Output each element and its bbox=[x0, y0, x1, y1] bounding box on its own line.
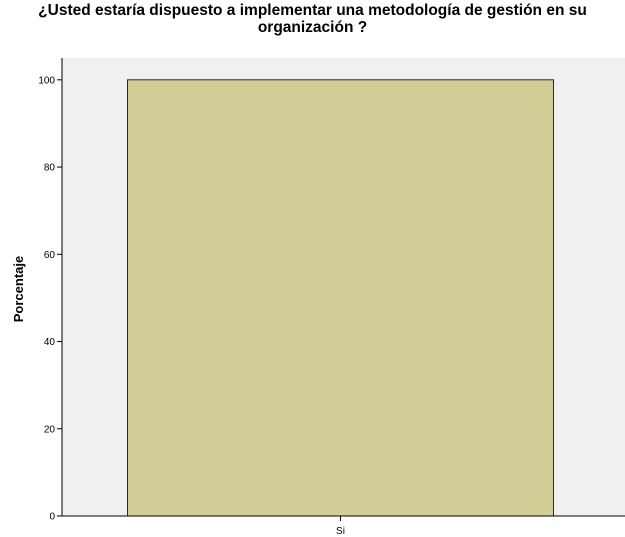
y-tick-label: 60 bbox=[44, 250, 56, 261]
x-ticks: Si bbox=[336, 516, 345, 537]
y-tick-label: 100 bbox=[38, 75, 55, 86]
bars-group bbox=[127, 79, 554, 517]
chart-title: ¿Usted estaría dispuesto a implementar u… bbox=[0, 2, 625, 36]
y-axis-label: Porcentaje bbox=[11, 256, 26, 322]
y-tick-label: 20 bbox=[44, 424, 56, 435]
y-tick-label: 40 bbox=[44, 337, 56, 348]
x-tick-label: Si bbox=[336, 526, 345, 537]
chart-title-line-2: organización ? bbox=[257, 19, 368, 36]
chart-title-line-1: ¿Usted estaría dispuesto a implementar u… bbox=[38, 2, 587, 19]
bar-si bbox=[127, 79, 554, 517]
y-tick-label: 0 bbox=[49, 512, 55, 523]
y-ticks: 0 20 40 60 80 100 bbox=[38, 75, 62, 523]
y-tick-label: 80 bbox=[44, 163, 56, 174]
